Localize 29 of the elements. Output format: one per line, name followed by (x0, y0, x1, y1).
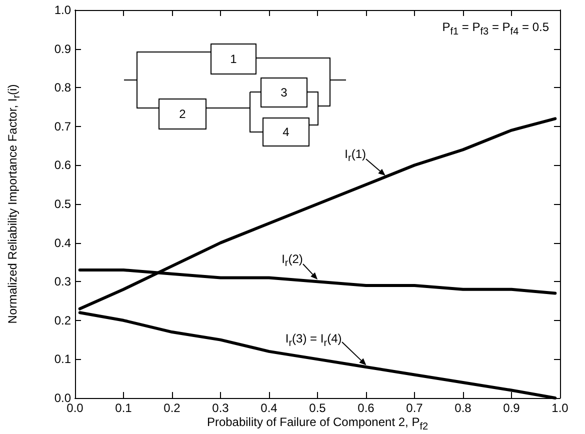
series-label: I$_{r}$(2) (282, 252, 303, 270)
y-tick-label: 0.9 (54, 42, 72, 56)
y-tick-label: 0.8 (54, 80, 72, 95)
y-tick-label: 0.6 (54, 158, 72, 172)
annotation: 3 (280, 86, 288, 100)
series-label: I$_{r}$(3) = I$_{r}$(4) (285, 331, 342, 349)
x-tick-label: 0.2 (164, 401, 181, 415)
x-tick-label: 0.6 (358, 401, 375, 415)
y-tick-label: 0.2 (54, 313, 72, 328)
y-tick-label: 0.7 (54, 119, 72, 134)
x-tick-label: 0.1 (115, 401, 132, 415)
y-tick-label: 0.1 (54, 352, 72, 366)
annotation: 1 (230, 52, 238, 66)
annotation: P$_{f1}$ = P$_{f3}$ = P$_{f4}$ = 0.5 (442, 20, 549, 38)
x-tick-label: 0.3 (212, 401, 230, 415)
x-tick-label: 0.7 (406, 401, 424, 415)
annotation: 2 (179, 107, 186, 121)
x-tick-label: 0.9 (503, 401, 520, 415)
y-tick-label: 0.4 (54, 236, 72, 250)
series-label: I$_{r}$(1) (344, 147, 366, 165)
x-tick-label: 0.5 (309, 401, 326, 415)
x-tick-label: 0.8 (454, 401, 472, 415)
annotation: 4 (282, 125, 290, 139)
x-tick-label: 1.0 (552, 401, 569, 415)
y-tick-label: 1.0 (54, 3, 72, 17)
y-tick-label: 0.3 (54, 274, 72, 289)
x-axis-title: Probability of Failure of Component 2, P$_{f2}$ (206, 414, 430, 432)
x-tick-label: 0.4 (260, 401, 278, 415)
y-tick-label: 0.5 (54, 197, 72, 211)
